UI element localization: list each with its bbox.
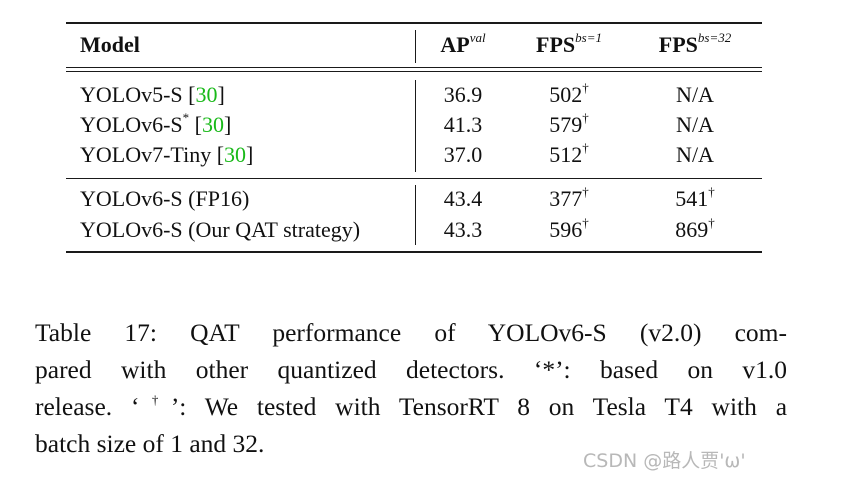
table-row-fps-bs1: 377† <box>549 183 589 211</box>
table-row-model: YOLOv6-S (FP16) <box>80 186 250 211</box>
caption-line: batch size of 1 and 32. <box>35 429 265 458</box>
table-row-fps-bs32: 541† <box>675 183 715 211</box>
table-vertical-separator-header <box>415 30 416 63</box>
citation-link[interactable]: 30 <box>202 112 224 137</box>
table-header-rule-1 <box>66 67 762 68</box>
table-vertical-separator-group2 <box>415 185 416 245</box>
table-row-model: YOLOv6-S (Our QAT strategy) <box>80 217 361 242</box>
table-row-fps-bs32: N/A <box>676 142 714 167</box>
table-row-fps-bs1: 579† <box>549 109 589 137</box>
caption-line: pared with other quantized detectors. ‘*… <box>35 355 787 384</box>
header-ap: APval <box>440 29 486 57</box>
caption-line: release. ‘†’: We tested with TensorRT 8 … <box>35 391 788 421</box>
table-top-rule <box>66 22 762 24</box>
watermark: CSDN @路人贾'ω' <box>583 450 746 472</box>
table-row-fps-bs1: 512† <box>549 139 589 167</box>
table-row-ap: 36.9 <box>443 82 483 107</box>
header-fps-bs32: FPSbs=32 <box>658 29 732 57</box>
table-row-ap: 43.3 <box>443 217 483 242</box>
table-vertical-separator-group1 <box>415 80 416 172</box>
table-row-fps-bs1: 502† <box>549 79 589 107</box>
table-row-ap: 43.4 <box>443 186 483 211</box>
table-row-ap: 41.3 <box>443 112 483 137</box>
table-group-rule <box>66 178 762 179</box>
table-row-ap: 37.0 <box>443 142 483 167</box>
table-row-model: YOLOv6-S* [30] <box>80 109 232 137</box>
citation-link[interactable]: 30 <box>195 82 218 107</box>
table-row-fps-bs32: N/A <box>676 112 714 137</box>
caption-line: Table 17: QAT performance of YOLOv6-S (v… <box>35 318 787 347</box>
citation-link[interactable]: 30 <box>224 142 247 167</box>
table-caption: Table 17: QAT performance of YOLOv6-S (v… <box>35 314 787 462</box>
header-fps-bs1: FPSbs=1 <box>536 29 602 57</box>
table-row-model: YOLOv7-Tiny [30] <box>80 142 254 167</box>
table-row-model: YOLOv5-S [30] <box>80 82 225 107</box>
table-header-rule-2 <box>66 71 762 72</box>
table-bottom-rule <box>66 251 762 253</box>
header-model: Model <box>80 32 140 57</box>
table-row-fps-bs1: 596† <box>549 214 589 242</box>
table-row-fps-bs32: N/A <box>676 82 714 107</box>
table-row-fps-bs32: 869† <box>675 214 715 242</box>
